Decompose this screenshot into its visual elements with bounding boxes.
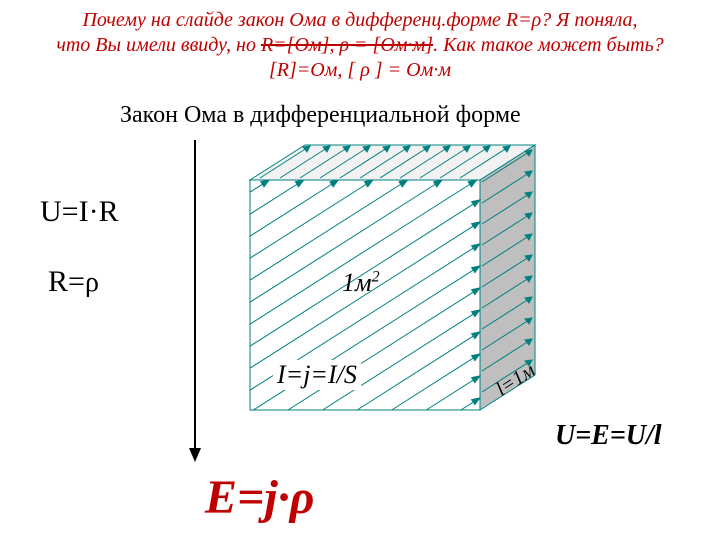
formula-ijs: I=j=I/S [273, 360, 361, 390]
vertical-arrow [189, 140, 201, 462]
formula-ueul: U=E=U/l [555, 420, 662, 452]
formula-uir: U=I·R [40, 195, 119, 229]
label-1m2: 1м2 [342, 268, 380, 298]
formula-ejrho: E=j·ρ [205, 470, 314, 525]
formula-rrho: R=ρ [48, 265, 99, 299]
